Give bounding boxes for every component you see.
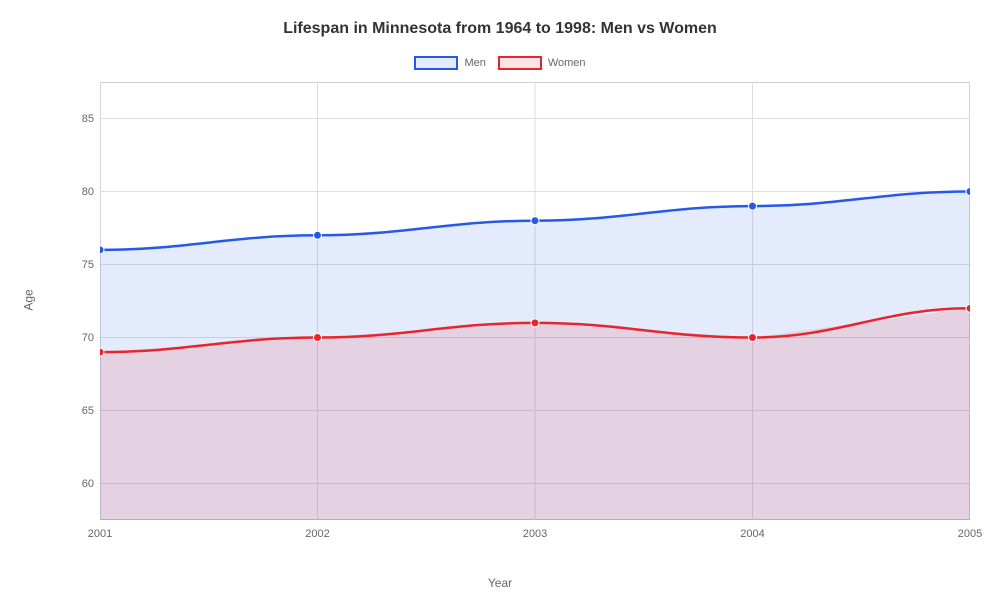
y-tick-label: 65: [70, 405, 94, 417]
x-axis-label: Year: [0, 576, 1000, 590]
y-tick-label: 80: [70, 186, 94, 198]
chart-plot: [100, 82, 970, 520]
legend-label-men: Men: [464, 57, 485, 69]
y-tick-label: 60: [70, 478, 94, 490]
legend-item-women[interactable]: Women: [498, 56, 586, 70]
y-tick-label: 85: [70, 113, 94, 125]
x-tick-label: 2002: [305, 528, 329, 540]
legend-label-women: Women: [548, 57, 586, 69]
chart-container: Lifespan in Minnesota from 1964 to 1998:…: [0, 0, 1000, 600]
x-tick-label: 2001: [88, 528, 112, 540]
chart-title: Lifespan in Minnesota from 1964 to 1998:…: [0, 20, 1000, 38]
legend-swatch-men: [414, 56, 458, 70]
legend-item-men[interactable]: Men: [414, 56, 485, 70]
y-tick-label: 70: [70, 332, 94, 344]
x-tick-label: 2004: [740, 528, 764, 540]
y-tick-label: 75: [70, 259, 94, 271]
x-tick-label: 2005: [958, 528, 982, 540]
legend: Men Women: [0, 56, 1000, 70]
y-axis-label: Age: [22, 289, 36, 310]
x-tick-label: 2003: [523, 528, 547, 540]
legend-swatch-women: [498, 56, 542, 70]
